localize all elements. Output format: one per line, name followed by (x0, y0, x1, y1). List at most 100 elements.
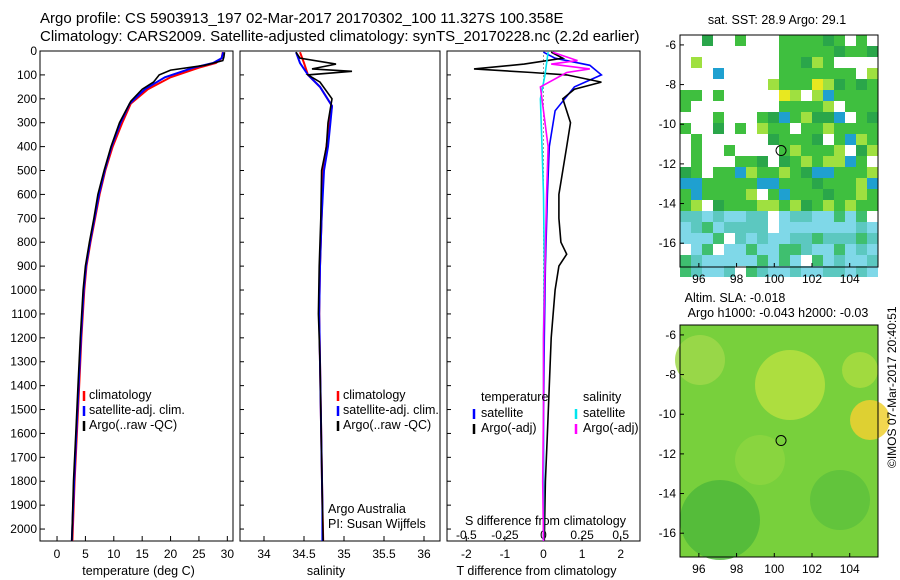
depth-tick-label: 1700 (10, 450, 37, 464)
temperature-legend-entry: climatology (89, 388, 152, 402)
sst-map-cell (779, 57, 790, 68)
sst-map-cell (856, 46, 867, 57)
sst-map-cell (812, 167, 823, 178)
sst-map-cell (779, 145, 790, 156)
sst-map-cell (735, 167, 746, 178)
series-line-s-argo-adj- (539, 51, 590, 542)
sst-map-cell (845, 266, 856, 277)
depth-tick-label: 1900 (10, 498, 37, 512)
depth-tick-label: 1600 (10, 426, 37, 440)
sst-map-cell (856, 156, 867, 167)
sst-map-cell (746, 178, 757, 189)
sst-map-cell (790, 255, 801, 266)
sst-map-cell (812, 57, 823, 68)
sst-map-cell (779, 68, 790, 79)
sst-map-cell (757, 156, 768, 167)
sst-map-cell (856, 145, 867, 156)
depth-tick-label: 100 (17, 68, 37, 82)
sla-map-x-label: 98 (730, 562, 744, 576)
sst-map-cell (713, 178, 724, 189)
sst-map-cell (757, 222, 768, 233)
sst-map-cell (856, 101, 867, 112)
sst-map-cell (812, 112, 823, 123)
sla-map-title: Altim. SLA: -0.018 (685, 291, 786, 305)
sst-map-cell (713, 200, 724, 211)
sst-map-cell (834, 123, 845, 134)
depth-tick-label: 1400 (10, 379, 37, 393)
sst-map-cell (680, 233, 691, 244)
salinity-axis-label: salinity (307, 564, 346, 578)
sst-map-cell (845, 178, 856, 189)
sst-map-cell (790, 134, 801, 145)
sst-map-cell (790, 189, 801, 200)
depth-tick-label: 1300 (10, 355, 37, 369)
sst-map-y-label: -8 (665, 78, 676, 92)
sla-map-subtitle: Argo h1000: -0.043 h2000: -0.03 (688, 306, 869, 320)
sla-map-y-label: -8 (665, 368, 676, 382)
sst-map-cell (867, 79, 878, 90)
sst-map-cell (790, 233, 801, 244)
sst-map-cell (680, 222, 691, 233)
sst-map-cell (735, 200, 746, 211)
sst-map-cell (823, 189, 834, 200)
sst-map-cell (691, 178, 702, 189)
sla-map-blob (675, 335, 725, 385)
sst-map-cell (834, 244, 845, 255)
sst-map-cell (801, 200, 812, 211)
sst-map-cell (856, 79, 867, 90)
sla-map-field (675, 325, 890, 560)
sst-map-cell (801, 35, 812, 46)
tdiff-tick-label: 0 (540, 547, 547, 561)
temperature-tick-label: 15 (135, 547, 149, 561)
sst-map-cell (724, 189, 735, 200)
sst-map-cell (856, 222, 867, 233)
sst-map-cell (823, 266, 834, 277)
sst-map-cell (834, 145, 845, 156)
sst-map-cell (812, 233, 823, 244)
sst-map-cell (702, 189, 713, 200)
sst-map-cell (856, 167, 867, 178)
sst-map-cell (812, 101, 823, 112)
sst-map-cell (768, 189, 779, 200)
tdiff-tick-label: 2 (617, 547, 624, 561)
sla-map-blob (850, 400, 890, 440)
depth-tick-label: 1100 (11, 307, 37, 321)
sst-map-cell (713, 222, 724, 233)
sst-map-cell (713, 255, 724, 266)
depth-tick-label: 2000 (10, 522, 37, 536)
sst-map-cell (746, 255, 757, 266)
sst-map-cell (724, 211, 735, 222)
profile-panel-frame-temperature (39, 50, 234, 542)
sla-map-frame (679, 324, 879, 558)
sst-map-cell (812, 35, 823, 46)
sst-map-cell (823, 244, 834, 255)
sst-map-cell (812, 211, 823, 222)
sst-map-cell (790, 68, 801, 79)
sst-map-cell (680, 178, 691, 189)
depth-tick-label: 500 (17, 164, 37, 178)
sst-map-cell (702, 266, 713, 277)
sst-map-cell (867, 123, 878, 134)
sst-map-cell (779, 79, 790, 90)
depth-tick-label: 1500 (10, 403, 37, 417)
sst-map-cell (790, 101, 801, 112)
sst-map-cell (735, 255, 746, 266)
sst-map-cell (779, 90, 790, 101)
sst-map-cell (823, 156, 834, 167)
depth-tick-label: 300 (17, 116, 37, 130)
sst-map-cell (812, 222, 823, 233)
tdiff-axis-label: T difference from climatology (456, 564, 617, 578)
sst-map-cell (823, 167, 834, 178)
sst-map-cell (768, 123, 779, 134)
sst-map-cell (812, 266, 823, 277)
depth-tick-label: 0 (30, 44, 37, 58)
sst-map-cell (702, 233, 713, 244)
sst-map-cell (801, 57, 812, 68)
sst-map-cell (812, 134, 823, 145)
sst-map-y-label: -14 (659, 197, 677, 211)
sst-map-cell (845, 46, 856, 57)
sst-map-cell (845, 134, 856, 145)
sst-map-cell (691, 134, 702, 145)
sst-map-cell (713, 189, 724, 200)
sst-map-cell (702, 255, 713, 266)
